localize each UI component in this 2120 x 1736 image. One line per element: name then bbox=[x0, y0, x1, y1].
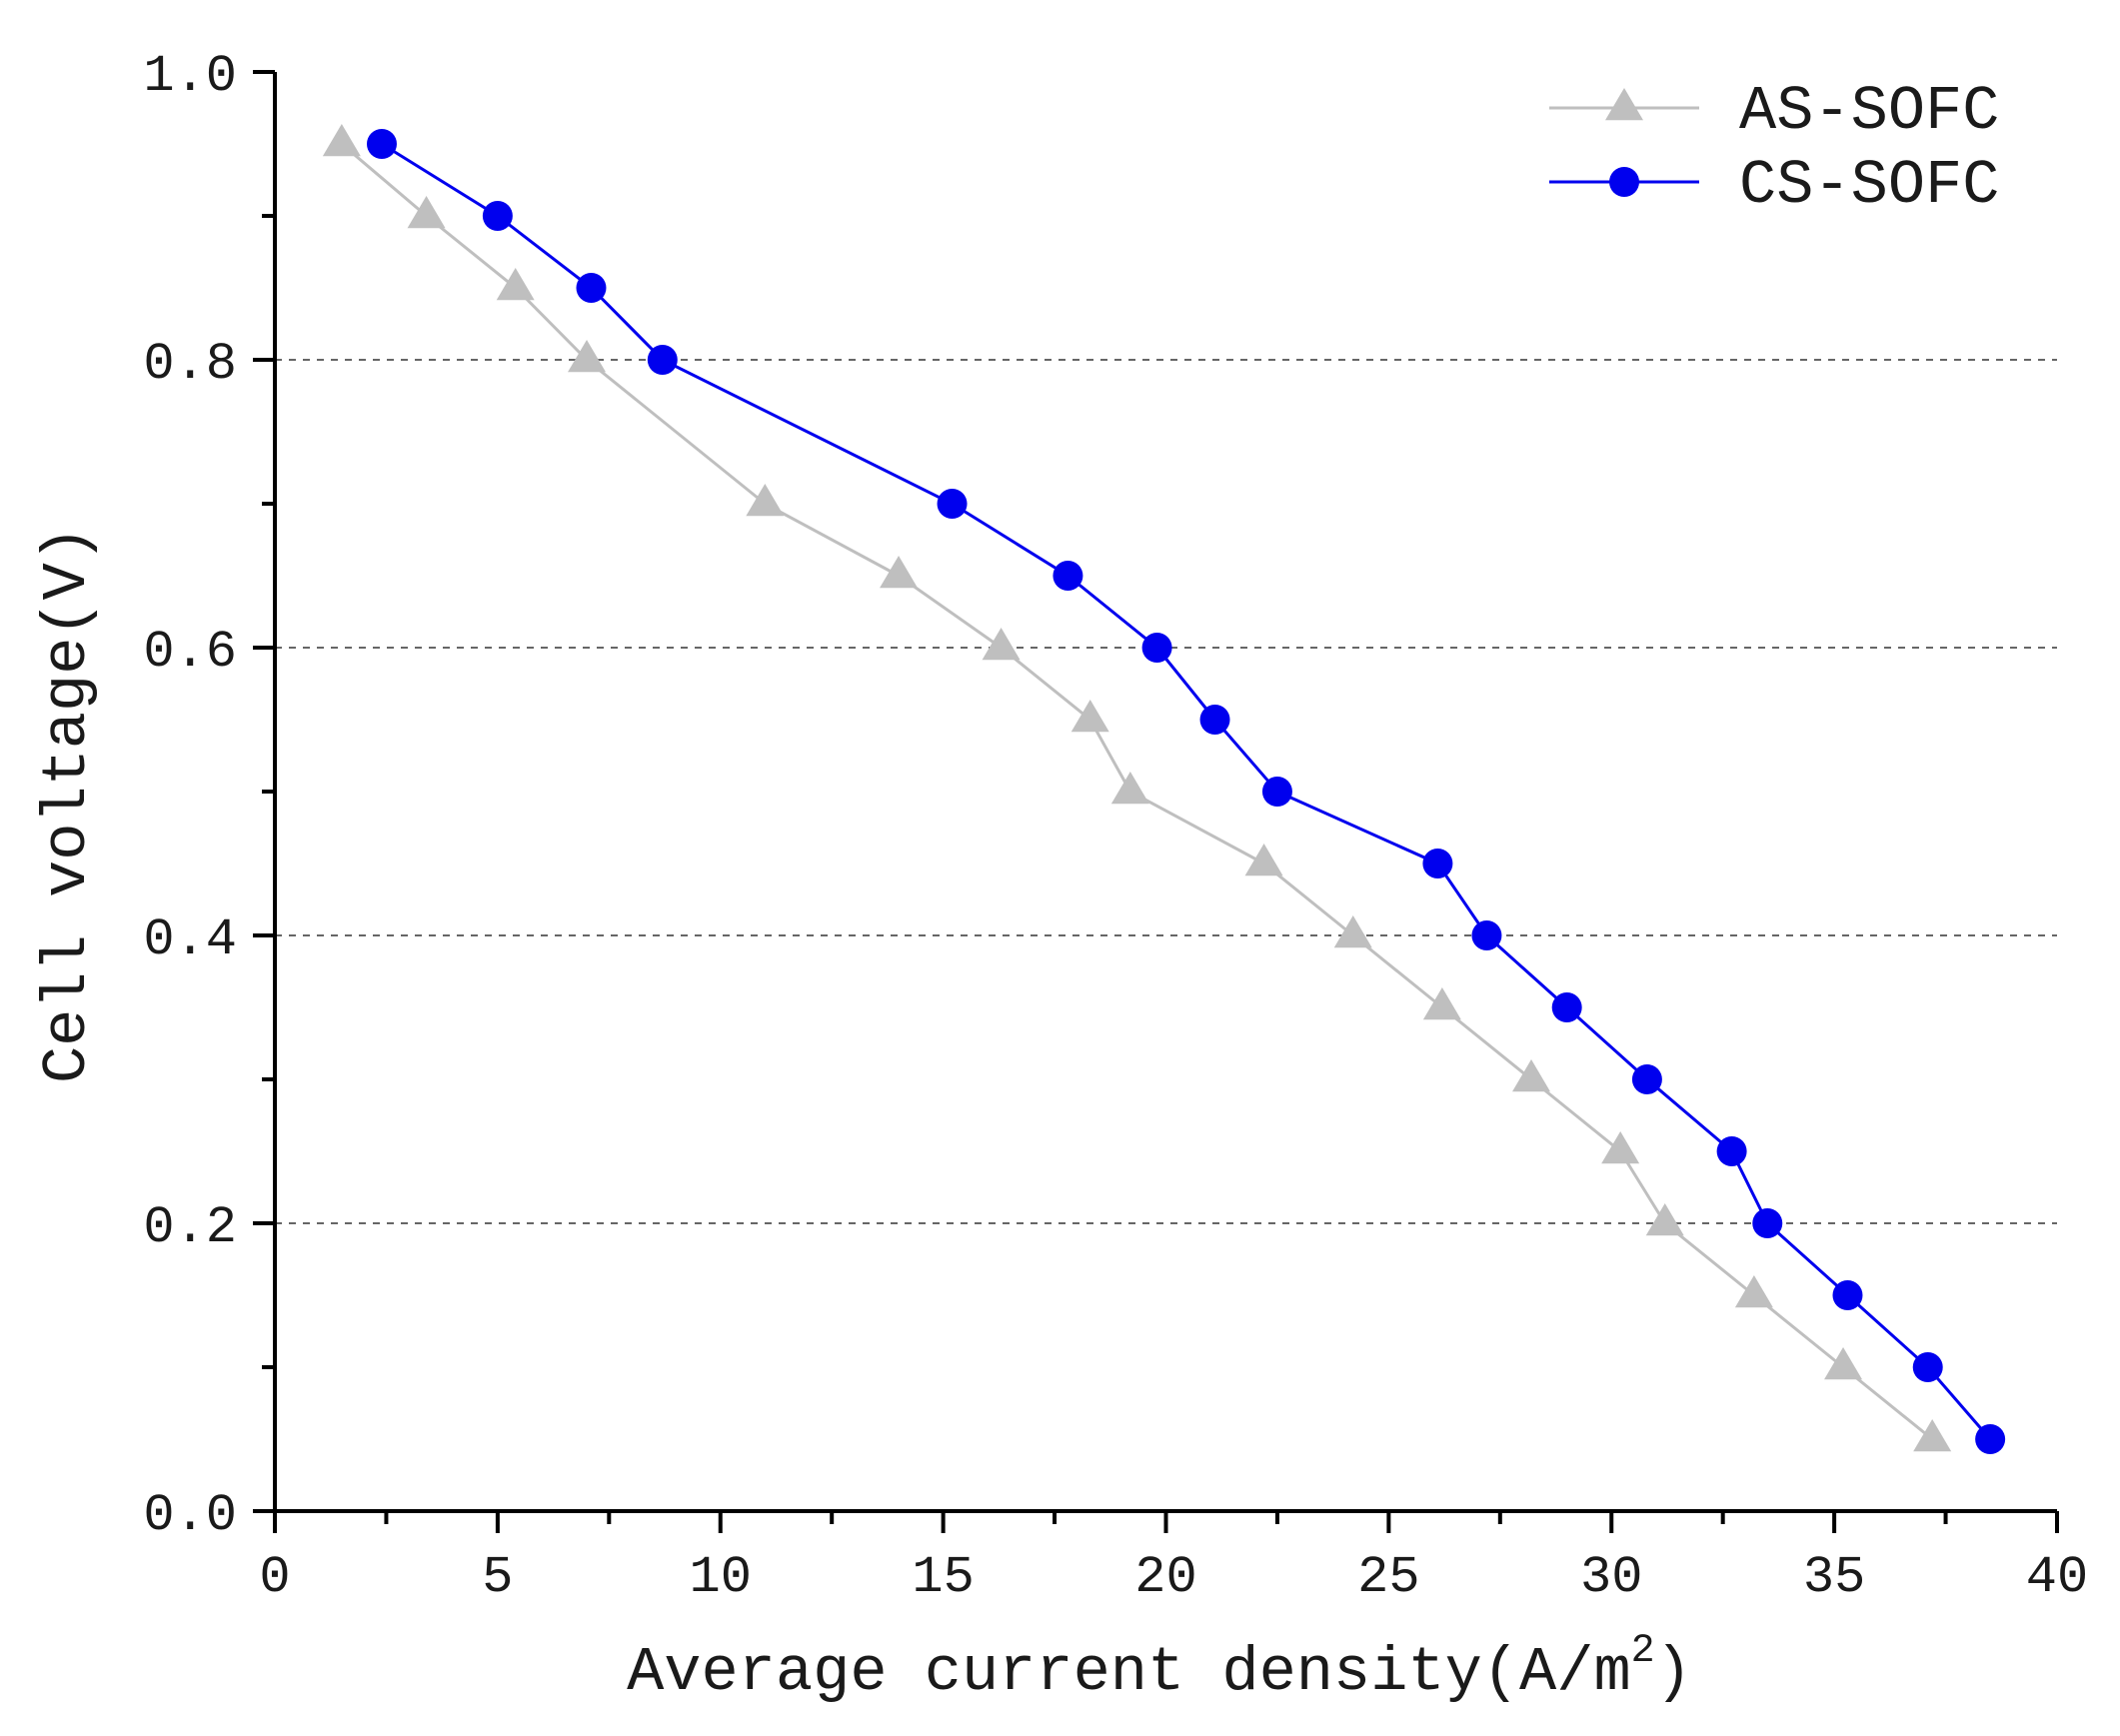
x-axis-title: Average current density(A/m2) bbox=[627, 1629, 1692, 1708]
data-point-as-sofc bbox=[746, 483, 785, 517]
data-point-cs-sofc bbox=[1631, 1064, 1662, 1094]
data-point-as-sofc bbox=[1512, 1058, 1551, 1092]
legend-marker-cs-sofc bbox=[1609, 167, 1639, 197]
data-point-as-sofc bbox=[322, 123, 361, 157]
x-tick-label: 20 bbox=[1134, 1548, 1196, 1607]
data-point-as-sofc bbox=[1824, 1346, 1863, 1380]
y-tick-label: 0.8 bbox=[143, 335, 237, 394]
data-point-cs-sofc bbox=[366, 129, 397, 159]
data-point-cs-sofc bbox=[1199, 705, 1230, 735]
x-tick-label: 15 bbox=[912, 1548, 974, 1607]
x-tick-label: 10 bbox=[690, 1548, 752, 1607]
data-point-cs-sofc bbox=[576, 273, 607, 303]
data-point-cs-sofc bbox=[1422, 849, 1453, 878]
data-point-cs-sofc bbox=[1261, 777, 1292, 807]
data-point-as-sofc bbox=[982, 627, 1021, 661]
data-point-cs-sofc bbox=[1912, 1352, 1943, 1382]
data-point-cs-sofc bbox=[1551, 992, 1582, 1022]
y-tick-label: 0.2 bbox=[143, 1198, 237, 1257]
data-point-cs-sofc bbox=[1141, 633, 1172, 663]
data-point-as-sofc bbox=[1645, 1202, 1684, 1236]
x-tick-label: 40 bbox=[2026, 1548, 2088, 1607]
x-tick-label: 35 bbox=[1803, 1548, 1865, 1607]
data-point-as-sofc bbox=[1734, 1274, 1773, 1308]
legend-label-as-sofc: AS-SOFC bbox=[1739, 76, 1999, 147]
data-point-cs-sofc bbox=[937, 489, 968, 519]
grid-layer bbox=[275, 359, 2057, 1224]
data-point-as-sofc bbox=[1110, 771, 1149, 805]
data-point-cs-sofc bbox=[1752, 1208, 1783, 1238]
x-axis-title-superscript: 2 bbox=[1631, 1629, 1655, 1674]
x-tick-label: 30 bbox=[1580, 1548, 1642, 1607]
data-point-cs-sofc bbox=[647, 345, 678, 375]
labels-layer: 0.0 0.2 0.4 0.6 0.8 1.0 0 5 10 15 20 25 30 35 40 bbox=[143, 47, 2088, 1607]
y-tick-label: 0.0 bbox=[143, 1486, 237, 1545]
data-point-cs-sofc bbox=[1471, 920, 1502, 950]
data-point-cs-sofc bbox=[1053, 561, 1083, 591]
data-point-as-sofc bbox=[496, 267, 535, 301]
x-tick-label: 5 bbox=[482, 1548, 513, 1607]
data-point-cs-sofc bbox=[1716, 1136, 1747, 1166]
y-tick-label: 0.6 bbox=[143, 623, 237, 682]
data-point-as-sofc bbox=[1913, 1418, 1952, 1452]
data-point-cs-sofc bbox=[1832, 1280, 1863, 1310]
axes-layer bbox=[253, 70, 2059, 1533]
series-line-cs-sofc bbox=[381, 142, 1992, 1440]
x-axis-title-suffix: ) bbox=[1655, 1637, 1692, 1708]
y-axis-title: Cell voltage(V) bbox=[32, 526, 103, 1083]
legend-marker-as-sofc bbox=[1605, 87, 1643, 121]
data-point-as-sofc bbox=[1244, 843, 1283, 876]
data-point-cs-sofc bbox=[482, 201, 513, 231]
data-point-cs-sofc bbox=[1975, 1424, 2006, 1454]
legend-label-cs-sofc: CS-SOFC bbox=[1739, 150, 1999, 221]
data-point-as-sofc bbox=[1601, 1130, 1640, 1164]
x-axis-title-main: Average current density(A/m bbox=[627, 1637, 1631, 1708]
data-point-as-sofc bbox=[568, 339, 607, 373]
y-tick-label: 0.4 bbox=[143, 910, 237, 969]
y-tick-label: 1.0 bbox=[143, 47, 237, 106]
data-point-as-sofc bbox=[880, 555, 919, 589]
data-point-as-sofc bbox=[1422, 986, 1461, 1020]
series-layer bbox=[322, 123, 2006, 1454]
x-tick-label: 0 bbox=[259, 1548, 290, 1607]
data-point-as-sofc bbox=[1333, 914, 1372, 948]
data-point-as-sofc bbox=[407, 195, 446, 229]
data-point-as-sofc bbox=[1070, 699, 1109, 733]
x-tick-label: 25 bbox=[1357, 1548, 1419, 1607]
